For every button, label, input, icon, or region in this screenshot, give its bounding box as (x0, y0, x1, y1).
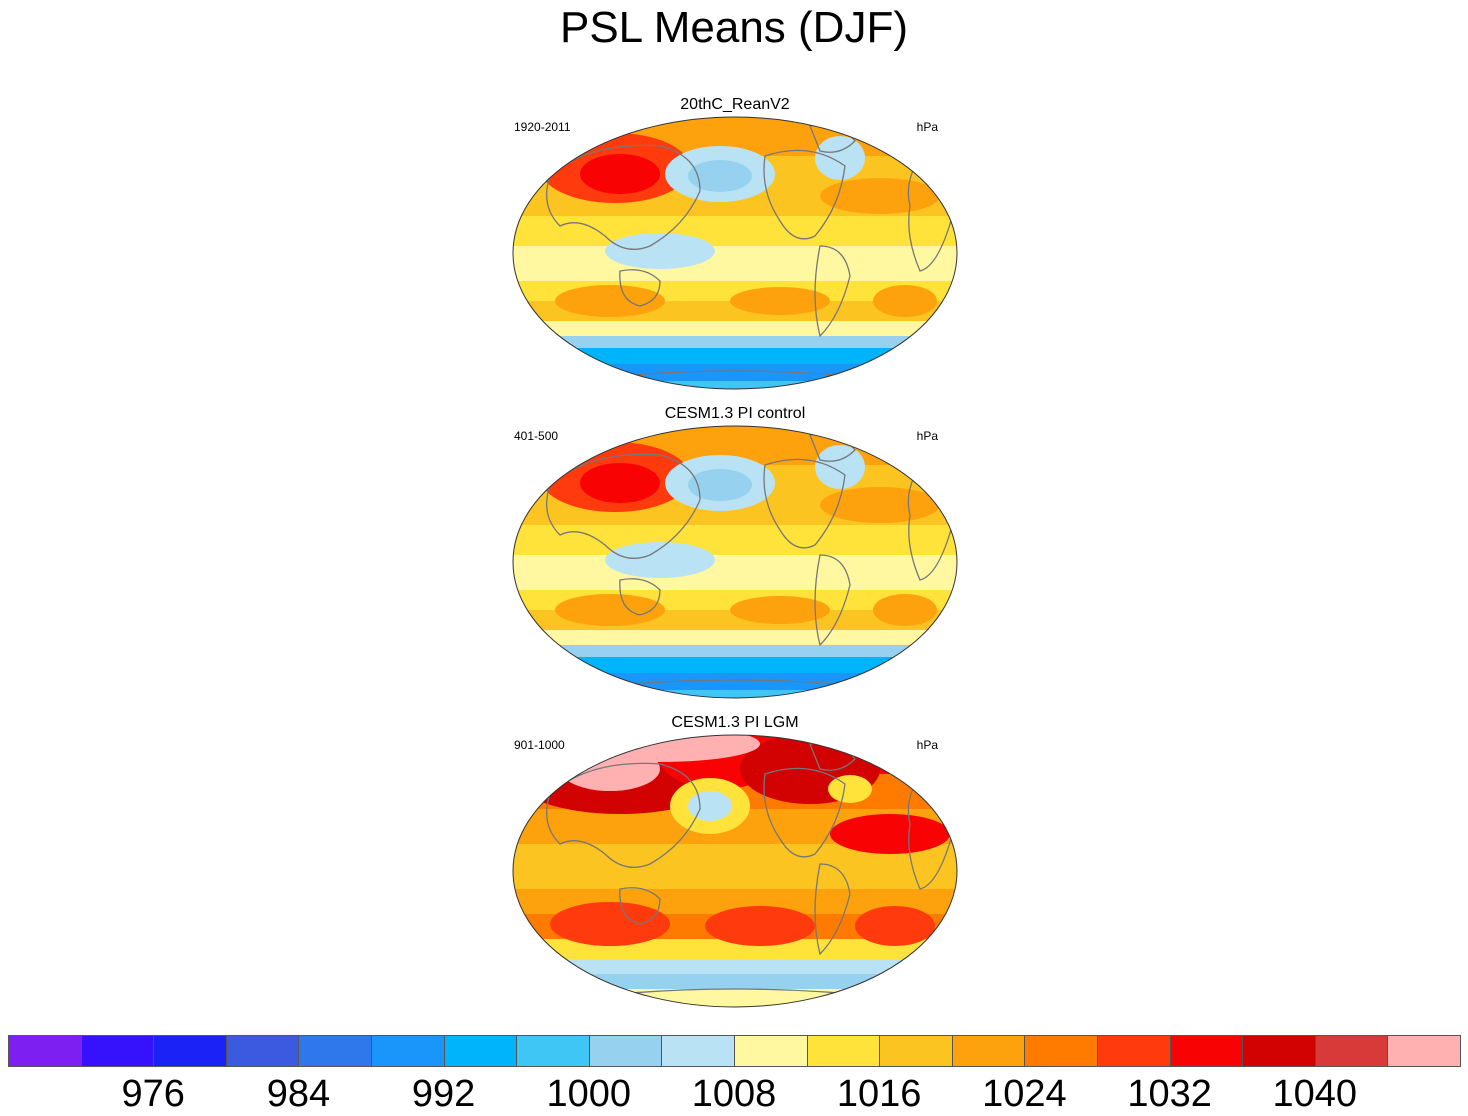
panel-units: hPa (916, 738, 938, 752)
colorbar-swatch (1169, 1035, 1244, 1067)
map-panel-reanalysis: 20thC_ReanV2 1920-2011 hPa (510, 96, 960, 396)
colorbar-swatch (1387, 1035, 1461, 1067)
panel-title: CESM1.3 PI control (664, 405, 806, 422)
coastline (546, 453, 701, 559)
psl-field (513, 426, 957, 698)
coastline (814, 863, 851, 956)
map-panel-control: CESM1.3 PI control 401-500 hPa (510, 405, 960, 705)
map-control (512, 425, 958, 699)
psl-field (513, 117, 957, 389)
colorbar-swatch (1314, 1035, 1389, 1067)
map-panel-lgm: CESM1.3 PI LGM 901-1000 hPa (510, 714, 960, 1014)
map-lgm (512, 734, 958, 1008)
colorbar-swatch (371, 1035, 445, 1067)
coastline (619, 578, 661, 616)
colorbar-swatch (153, 1035, 227, 1067)
colorbar-tick-label: 1032 (1127, 1073, 1212, 1115)
colorbar-swatch (516, 1035, 590, 1067)
panel-units: hPa (916, 429, 938, 443)
panel-period: 901-1000 (514, 738, 565, 752)
colorbar-tick-label: 1024 (982, 1073, 1067, 1115)
panel-period: 401-500 (514, 429, 559, 443)
colorbar-swatch (80, 1035, 155, 1067)
colorbar (8, 1035, 1461, 1069)
colorbar-swatch (879, 1035, 953, 1067)
panel-period: 1920-2011 (514, 120, 571, 134)
coastline (763, 767, 846, 858)
map-frame (512, 734, 958, 1008)
coastline (814, 245, 851, 338)
panel-title: CESM1.3 PI LGM (671, 714, 799, 731)
figure-title: PSL Means (DJF) (559, 3, 908, 52)
colorbar-tick-label: 1016 (836, 1073, 922, 1115)
coastline (619, 887, 661, 925)
colorbar-swatch (1097, 1035, 1171, 1067)
coastline (619, 269, 661, 307)
colorbar-swatch (734, 1035, 808, 1067)
colorbar-swatch (8, 1035, 82, 1067)
map-frame (512, 116, 958, 390)
map-reanalysis (512, 116, 958, 390)
colorbar-tick-label: 1008 (691, 1073, 777, 1115)
colorbar-swatch (298, 1035, 372, 1067)
colorbar-swatch (951, 1035, 1026, 1067)
colorbar-tick-label: 984 (266, 1073, 331, 1115)
colorbar-tick-label: 1000 (546, 1073, 632, 1115)
colorbar-tick-label: 992 (411, 1073, 476, 1115)
coastline (763, 149, 846, 240)
colorbar-swatch (225, 1035, 300, 1067)
colorbar-swatch (1024, 1035, 1098, 1067)
panel-title: 20thC_ReanV2 (680, 96, 790, 113)
colorbar-swatch (588, 1035, 663, 1067)
panel-units: hPa (916, 120, 938, 134)
colorbar-tick-label: 1040 (1272, 1073, 1358, 1115)
colorbar-swatch (806, 1035, 881, 1067)
coastline (546, 144, 701, 250)
psl-field (513, 735, 957, 1007)
map-frame (512, 425, 958, 699)
colorbar-swatch (661, 1035, 735, 1067)
coastline (814, 554, 851, 647)
colorbar-swatch (1242, 1035, 1316, 1067)
coastline (763, 458, 846, 549)
colorbar-swatch (443, 1035, 518, 1067)
colorbar-tick-label: 976 (121, 1073, 185, 1115)
coastline (546, 762, 701, 868)
